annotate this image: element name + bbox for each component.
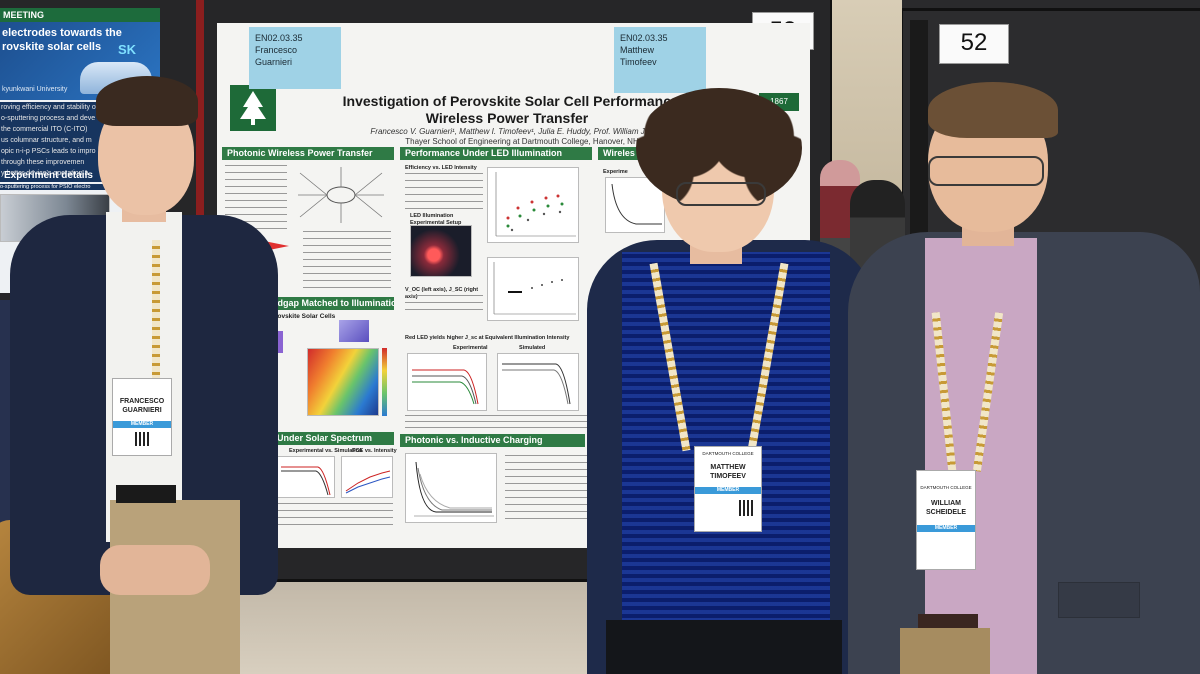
scatter-plot-graphic (495, 172, 576, 237)
section-solar-spectrum: Under Solar Spectrum (272, 432, 394, 445)
left-poster-logo: SK (118, 42, 137, 57)
psc-crystal-icon (339, 320, 369, 342)
section-wireless: Wireles (598, 147, 658, 160)
left-poster-body-line: roving efficiency and stability of (1, 104, 98, 111)
board-number-52: 52 (939, 24, 1009, 64)
left-poster-section-sub: o-sputtering process for PSIO electro (0, 184, 160, 190)
efficiency-label: Efficiency vs. LED Intensity (405, 165, 477, 171)
bandgap-heatmap (307, 348, 379, 416)
sticky-code: EN02.03.35 (255, 33, 303, 43)
experimental-label: Experimental (453, 345, 488, 351)
solar-text-block (257, 503, 393, 529)
left-poster-section-heading: Experiment details (4, 170, 93, 181)
section-photonic-wpt: Photonic Wireless Power Transfer (222, 147, 394, 160)
wireless-plot (605, 177, 665, 233)
distance-decay-graphic (414, 461, 494, 517)
presenter-sticky-guarnieri: EN02.03.35 Francesco Guarnieri (249, 27, 341, 89)
pine-tree-icon (240, 91, 266, 125)
left-poster-body-line: through these improvemen (1, 159, 85, 166)
simulated-jv-plot (497, 353, 579, 411)
voc-text-block (405, 295, 483, 315)
led-setup-photo (410, 225, 472, 277)
line-plot-graphic (493, 262, 576, 315)
left-poster-body-line: the commercial ITO (C-ITO) (1, 126, 88, 133)
main-poster: 1867 EN02.03.35 Francesco Guarnieri EN02… (217, 23, 810, 548)
led-setup-label: LED Illumination Experimental Setup (410, 213, 462, 226)
exp-vs-sim-label: Experimental vs. Simulation (289, 448, 363, 454)
sticky-code: EN02.03.35 (620, 33, 668, 43)
left-poster-equipment-photo: PSIO (0, 194, 110, 242)
section-photonic-inductive: Photonic vs. Inductive Charging (400, 434, 585, 447)
year-badge: 1867 (759, 93, 799, 111)
solar-jv-plot (277, 456, 335, 498)
jv-curve-graphic (502, 363, 571, 405)
sticky-first-name: Matthew (620, 45, 655, 55)
heatmap-colorbar (382, 348, 387, 416)
brown-bag (0, 520, 130, 674)
led-text-block (405, 173, 483, 209)
charging-text-block (505, 455, 587, 525)
efficiency-scatter-plot (487, 167, 579, 243)
experimental-jv-plot (407, 353, 487, 411)
left-poster-title-band: electrodes towards the rovskite solar ce… (0, 22, 160, 100)
section-bandgap: andgap Matched to Illumination (262, 297, 394, 310)
red-led-label: Red LED yields higher J_sc at Equivalent… (405, 335, 570, 341)
right-board-hinge (910, 20, 928, 300)
pce-vs-int-label: PCE vs. Intensity (352, 448, 397, 454)
red-beam-graphic (239, 236, 289, 256)
background-attendee (850, 180, 905, 330)
section-led-illumination: Performance Under LED Illumination (400, 147, 592, 160)
wpt-text-block (225, 165, 287, 235)
wpt-diagram (292, 163, 390, 227)
dartmouth-pine-logo (230, 85, 276, 131)
left-poster-body-line: us columnar structure, and m (1, 137, 92, 144)
purple-cell-icon (273, 331, 283, 353)
simulated-label: Simulated (519, 345, 546, 351)
sticky-last-name: Guarnieri (255, 57, 293, 67)
building-illustration (80, 62, 152, 94)
jv-curve-graphic (412, 369, 479, 405)
experime-label: Experime (603, 169, 628, 175)
left-poster: MEETING electrodes towards the rovskite … (0, 8, 160, 293)
poster-title-line-1: Investigation of Perovskite Solar Cell P… (342, 93, 702, 109)
sticky-first-name: Francesco (255, 45, 298, 55)
sticky-last-name: Timofeev (620, 57, 657, 67)
psc-sub-label: Perovskite Solar Cells (267, 313, 336, 320)
decay-curve-graphic (611, 183, 662, 225)
jv-curve-graphic (281, 466, 331, 496)
poster-institution: Thayer School of Engineering at Dartmout… (405, 137, 639, 146)
left-poster-equipment-label: PSIO (63, 217, 80, 224)
wpt-network-icon (298, 167, 384, 223)
presenter-sticky-timofeev: EN02.03.35 Matthew Timofeev (614, 27, 706, 93)
left-poster-title-line-2: rovskite solar cells (2, 41, 102, 53)
poster-authors: Francesco V. Guarnieri¹, Matthew I. Timo… (370, 127, 674, 136)
charging-plot (405, 453, 497, 523)
left-poster-heading: MEETING (0, 8, 160, 22)
left-poster-title-line-1: electrodes towards the (2, 27, 122, 39)
psc-text-block (303, 231, 391, 289)
poster-title-line-2: Wireless Power Transfer (425, 110, 589, 126)
led-conclusion-text (405, 415, 591, 429)
left-poster-affiliation: kyunkwani University (2, 86, 68, 93)
pce-intensity-plot (341, 456, 393, 498)
board-post (196, 0, 204, 600)
left-poster-body-line: opic n-i-p PSCs leads to impro (1, 148, 96, 155)
left-poster-body-line: o-sputtering process and deve (1, 115, 96, 122)
voc-jsc-plot (487, 257, 579, 321)
left-poster-body-line: y better device's operation a (1, 170, 89, 177)
pce-trend-graphic (345, 470, 391, 494)
